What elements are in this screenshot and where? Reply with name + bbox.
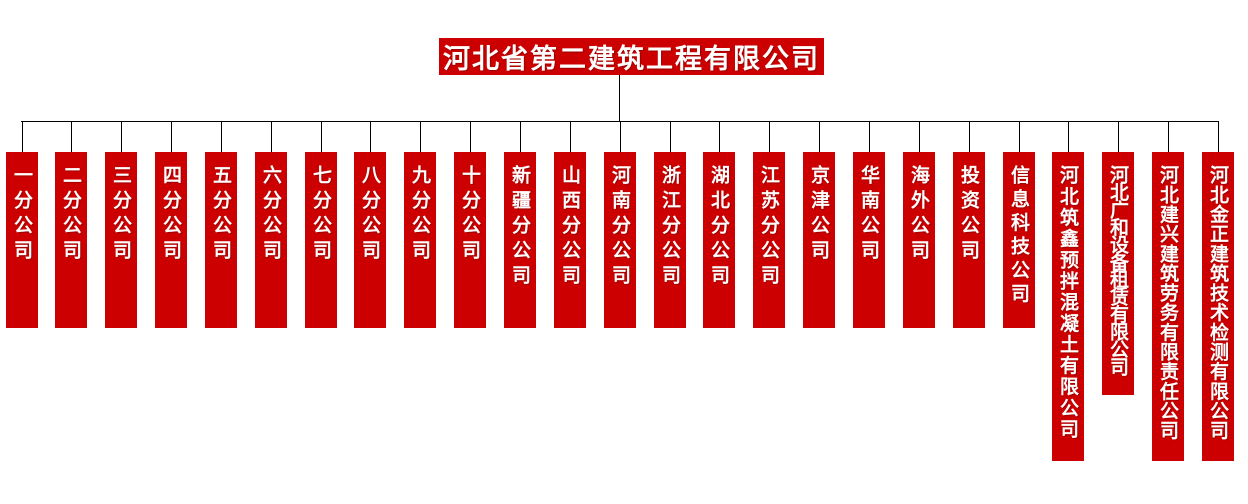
org-box-label: 投资公司 — [958, 165, 980, 265]
connector-horizontal-line — [21, 121, 1219, 122]
org-box: 八分公司 — [354, 152, 386, 328]
org-box: 华南公司 — [853, 152, 885, 328]
org-box: 二分公司 — [55, 152, 87, 328]
connector-stub — [221, 122, 222, 152]
connector-stub — [370, 122, 371, 152]
connector-stub — [22, 122, 23, 152]
connector-stub — [819, 122, 820, 152]
org-box: 河北金正建筑技术检测有限公司 — [1202, 152, 1234, 461]
connector-stub — [321, 122, 322, 152]
org-box: 新疆分公司 — [504, 152, 536, 328]
connector-stub — [420, 122, 421, 152]
org-box: 七分公司 — [305, 152, 337, 328]
org-box: 河南分公司 — [604, 152, 636, 328]
org-box: 海外公司 — [903, 152, 935, 328]
org-box-label: 山西分公司 — [559, 165, 581, 290]
org-box: 河北建兴建筑劳务有限责任公司 — [1152, 152, 1184, 461]
org-box: 十分公司 — [454, 152, 486, 328]
org-box: 河北筑鑫预拌混凝土有限公司 — [1052, 152, 1084, 461]
org-box-label: 江苏分公司 — [758, 165, 780, 290]
org-box: 六分公司 — [255, 152, 287, 328]
org-box-label: 五分公司 — [210, 165, 232, 265]
org-box-label: 九分公司 — [409, 165, 431, 265]
org-box: 信息科技公司 — [1003, 152, 1035, 328]
connector-stub — [570, 122, 571, 152]
org-box-label: 海外公司 — [908, 165, 930, 265]
connector-stub — [271, 122, 272, 152]
connector-stub — [769, 122, 770, 152]
org-box: 河北广和设备租赁有限公司 — [1102, 152, 1134, 395]
org-box-label: 湖北分公司 — [708, 165, 730, 290]
org-box-label: 华南公司 — [858, 165, 880, 265]
org-box: 四分公司 — [155, 152, 187, 328]
connector-stub — [719, 122, 720, 152]
org-box-label: 四分公司 — [160, 165, 182, 265]
root-company-title: 河北省第二建筑工程有限公司 — [443, 44, 820, 75]
org-box-label: 河北建兴建筑劳务有限责任公司 — [1157, 165, 1179, 440]
org-box: 京津公司 — [803, 152, 835, 328]
connector-stub — [1168, 122, 1169, 152]
org-box-label: 七分公司 — [310, 165, 332, 265]
connector-stub — [1218, 122, 1219, 152]
org-box-label: 一分公司 — [11, 165, 33, 265]
connector-stub — [620, 122, 621, 152]
org-box-label: 河北金正建筑技术检测有限公司 — [1207, 165, 1229, 440]
org-box-label: 八分公司 — [359, 165, 381, 265]
org-box: 一分公司 — [6, 152, 38, 328]
org-box: 九分公司 — [404, 152, 436, 328]
org-box-label: 三分公司 — [110, 165, 132, 265]
connector-stub — [919, 122, 920, 152]
org-box-label: 十分公司 — [459, 165, 481, 265]
connector-stub — [1019, 122, 1020, 152]
connector-stub — [71, 122, 72, 152]
connector-stub — [121, 122, 122, 152]
connector-stub — [1068, 122, 1069, 152]
org-box-label: 二分公司 — [60, 165, 82, 265]
org-box-label: 新疆分公司 — [509, 165, 531, 290]
org-box: 江苏分公司 — [753, 152, 785, 328]
connector-stub — [969, 122, 970, 152]
org-box-label: 河北广和设备租赁有限公司 — [1107, 165, 1129, 375]
org-box: 湖北分公司 — [703, 152, 735, 328]
connector-drop-line — [619, 75, 620, 122]
connector-stub — [1118, 122, 1119, 152]
connector-stub — [470, 122, 471, 152]
org-box-label: 信息科技公司 — [1008, 165, 1030, 308]
org-box-label: 河南分公司 — [609, 165, 631, 290]
connector-stub — [869, 122, 870, 152]
org-box-label: 六分公司 — [260, 165, 282, 265]
org-box: 山西分公司 — [554, 152, 586, 328]
org-box: 五分公司 — [205, 152, 237, 328]
org-box-label: 浙江分公司 — [659, 165, 681, 290]
org-box: 三分公司 — [105, 152, 137, 328]
connector-stub — [520, 122, 521, 152]
connector-stub — [171, 122, 172, 152]
root-company-box: 河北省第二建筑工程有限公司 — [439, 38, 824, 75]
org-box: 浙江分公司 — [654, 152, 686, 328]
org-box-label: 河北筑鑫预拌混凝土有限公司 — [1057, 165, 1079, 440]
org-box-label: 京津公司 — [808, 165, 830, 265]
connector-stub — [670, 122, 671, 152]
org-box: 投资公司 — [953, 152, 985, 328]
